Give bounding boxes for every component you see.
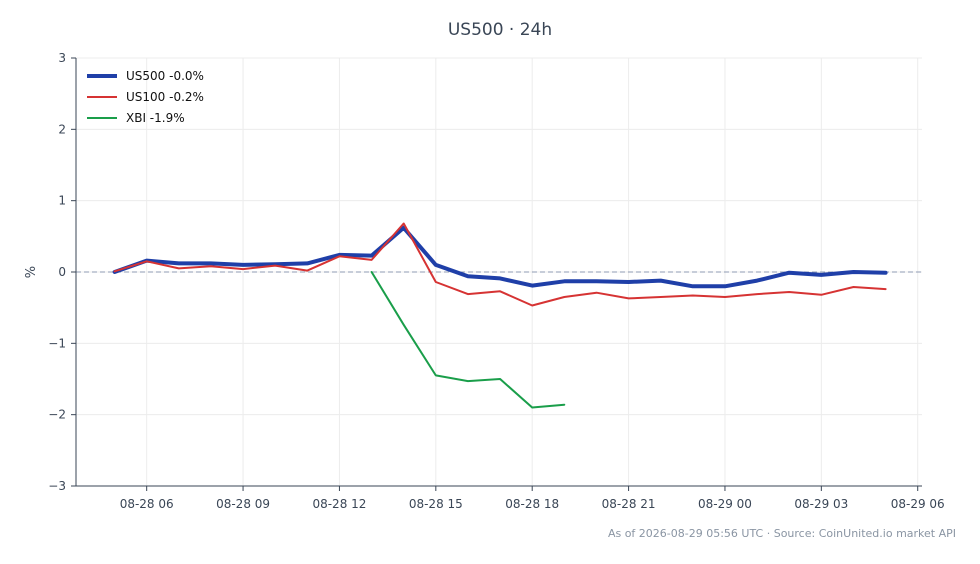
series-line-0 [112, 225, 888, 289]
x-tick-label: 08-29 00 [698, 497, 752, 511]
x-tick-label: 08-29 06 [891, 497, 945, 511]
legend-label: XBI -1.9% [126, 111, 185, 125]
x-tick-label: 08-28 09 [216, 497, 270, 511]
y-tick-label: 2 [58, 122, 66, 136]
y-tick-label: −2 [48, 408, 66, 422]
legend-label: US500 -0.0% [126, 69, 204, 83]
chart-title: US500 · 24h [447, 20, 553, 40]
series-line-1 [113, 222, 887, 307]
y-tick-label: 1 [58, 194, 66, 208]
chart-footer: As of 2026-08-29 05:56 UTC · Source: Coi… [607, 527, 956, 540]
y-tick-label: −3 [48, 479, 66, 493]
x-tick-label: 08-28 21 [602, 497, 656, 511]
x-tick-label: 08-28 15 [409, 497, 463, 511]
x-tick-label: 08-28 06 [120, 497, 174, 511]
y-tick-label: 0 [58, 265, 66, 279]
y-tick-label: −1 [48, 336, 66, 350]
y-tick-label: 3 [58, 51, 66, 65]
legend-label: US100 -0.2% [126, 90, 204, 104]
x-tick-label: 08-29 03 [794, 497, 848, 511]
x-tick-label: 08-28 12 [312, 497, 366, 511]
series-line-2 [370, 271, 566, 409]
x-tick-label: 08-28 18 [505, 497, 559, 511]
y-axis-label: % [24, 266, 39, 278]
